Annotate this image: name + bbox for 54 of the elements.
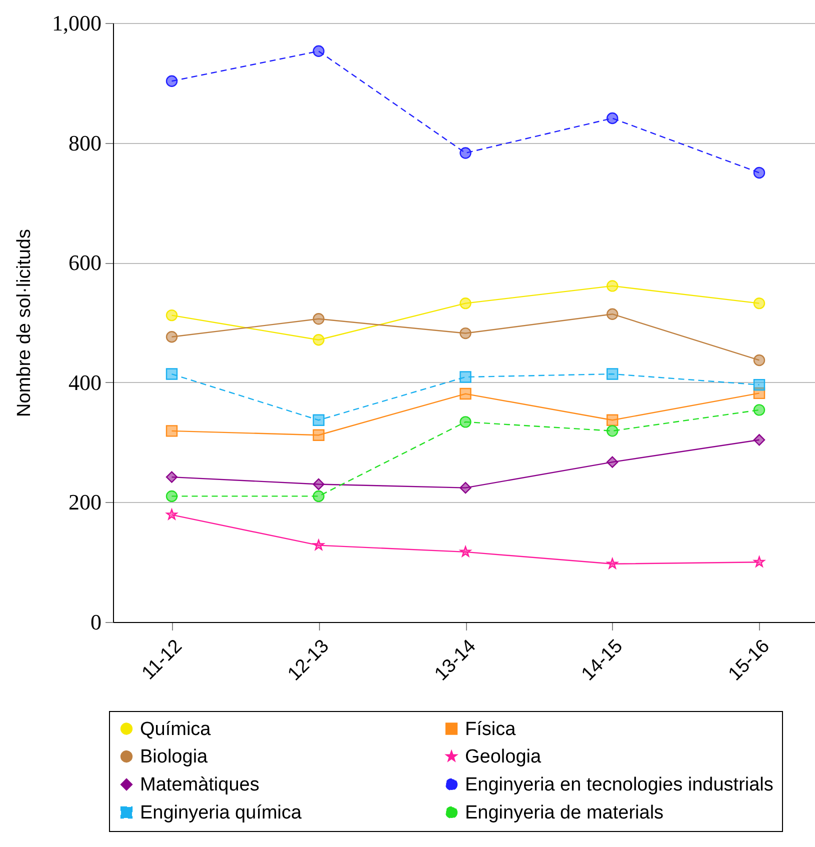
point [312, 414, 324, 426]
legend-label: Enginyeria de materials [465, 802, 664, 824]
point [606, 308, 618, 320]
point [166, 490, 178, 502]
point [312, 45, 324, 57]
point [460, 371, 472, 383]
legend-label: Geologia [465, 746, 542, 768]
point [753, 354, 766, 366]
point [166, 508, 178, 520]
y-tick-label: 0 [90, 610, 102, 634]
point [606, 414, 618, 426]
point [460, 147, 472, 159]
point [312, 490, 324, 502]
point [166, 425, 178, 437]
legend-label: Enginyeria química [140, 802, 302, 824]
point [312, 334, 324, 346]
point [754, 556, 765, 567]
point [460, 546, 472, 557]
point [460, 327, 472, 340]
legend-label: Biologia [140, 746, 208, 768]
point [753, 378, 766, 391]
legend-label: Enginyeria en tecnologies industrials [465, 774, 774, 796]
point [312, 313, 324, 325]
point [606, 456, 618, 468]
y-axis-title: Nombre de sol·licituds [14, 229, 35, 417]
point [166, 75, 178, 87]
y-tick-label: 200 [68, 490, 102, 515]
point [753, 404, 766, 416]
y-tick-label: 1,000 [52, 10, 102, 36]
point [753, 434, 766, 446]
y-tick-label: 400 [68, 370, 102, 395]
legend-label: Química [140, 718, 212, 740]
point [606, 425, 618, 437]
point [753, 298, 766, 310]
point [606, 368, 618, 380]
point [166, 309, 178, 322]
point [312, 478, 324, 490]
point [460, 388, 472, 400]
point [460, 482, 472, 494]
y-tick-label: 600 [68, 250, 102, 276]
legend-label: Física [465, 718, 516, 740]
point [313, 539, 324, 550]
legend-label: Matemàtiques [140, 774, 260, 796]
point [460, 298, 472, 310]
point [606, 558, 618, 569]
point [606, 280, 618, 292]
point [312, 429, 324, 441]
point [606, 112, 618, 124]
point [166, 471, 178, 483]
point [753, 166, 766, 179]
point [166, 331, 178, 343]
y-tick-label: 800 [68, 130, 102, 156]
point [166, 368, 178, 380]
point [460, 416, 472, 428]
